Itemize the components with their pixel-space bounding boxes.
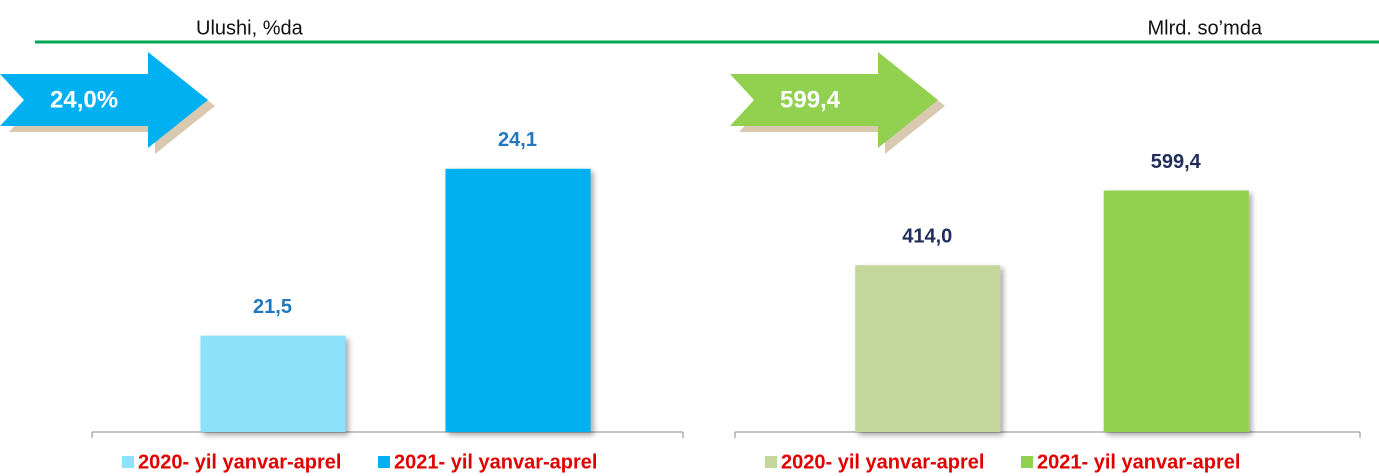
bar — [855, 265, 1001, 432]
legend-label: 2020- yil yanvar-aprel — [138, 451, 341, 473]
legend-swatch — [1021, 456, 1033, 468]
value-label: 24,1 — [498, 129, 537, 151]
legend-label: 2021- yil yanvar-aprel — [394, 451, 597, 473]
badge-label: 599,4 — [780, 86, 841, 113]
legend-label: 2021- yil yanvar-aprel — [1037, 451, 1240, 473]
arrow-badge — [0, 52, 208, 148]
arrow-badge — [730, 52, 938, 148]
legend-swatch — [765, 456, 777, 468]
bar — [1103, 190, 1249, 432]
legend-label: 2020- yil yanvar-aprel — [781, 451, 984, 473]
unit-label: Mlrd. so’mda — [1148, 17, 1263, 39]
value-label: 414,0 — [902, 225, 952, 247]
bar — [445, 168, 591, 432]
bar — [200, 335, 346, 432]
legend-swatch — [378, 456, 390, 468]
badge-label: 24,0% — [50, 86, 118, 113]
unit-label: Ulushi, %da — [196, 17, 304, 39]
value-label: 21,5 — [253, 296, 292, 318]
value-label: 599,4 — [1151, 151, 1202, 173]
legend-swatch — [122, 456, 134, 468]
